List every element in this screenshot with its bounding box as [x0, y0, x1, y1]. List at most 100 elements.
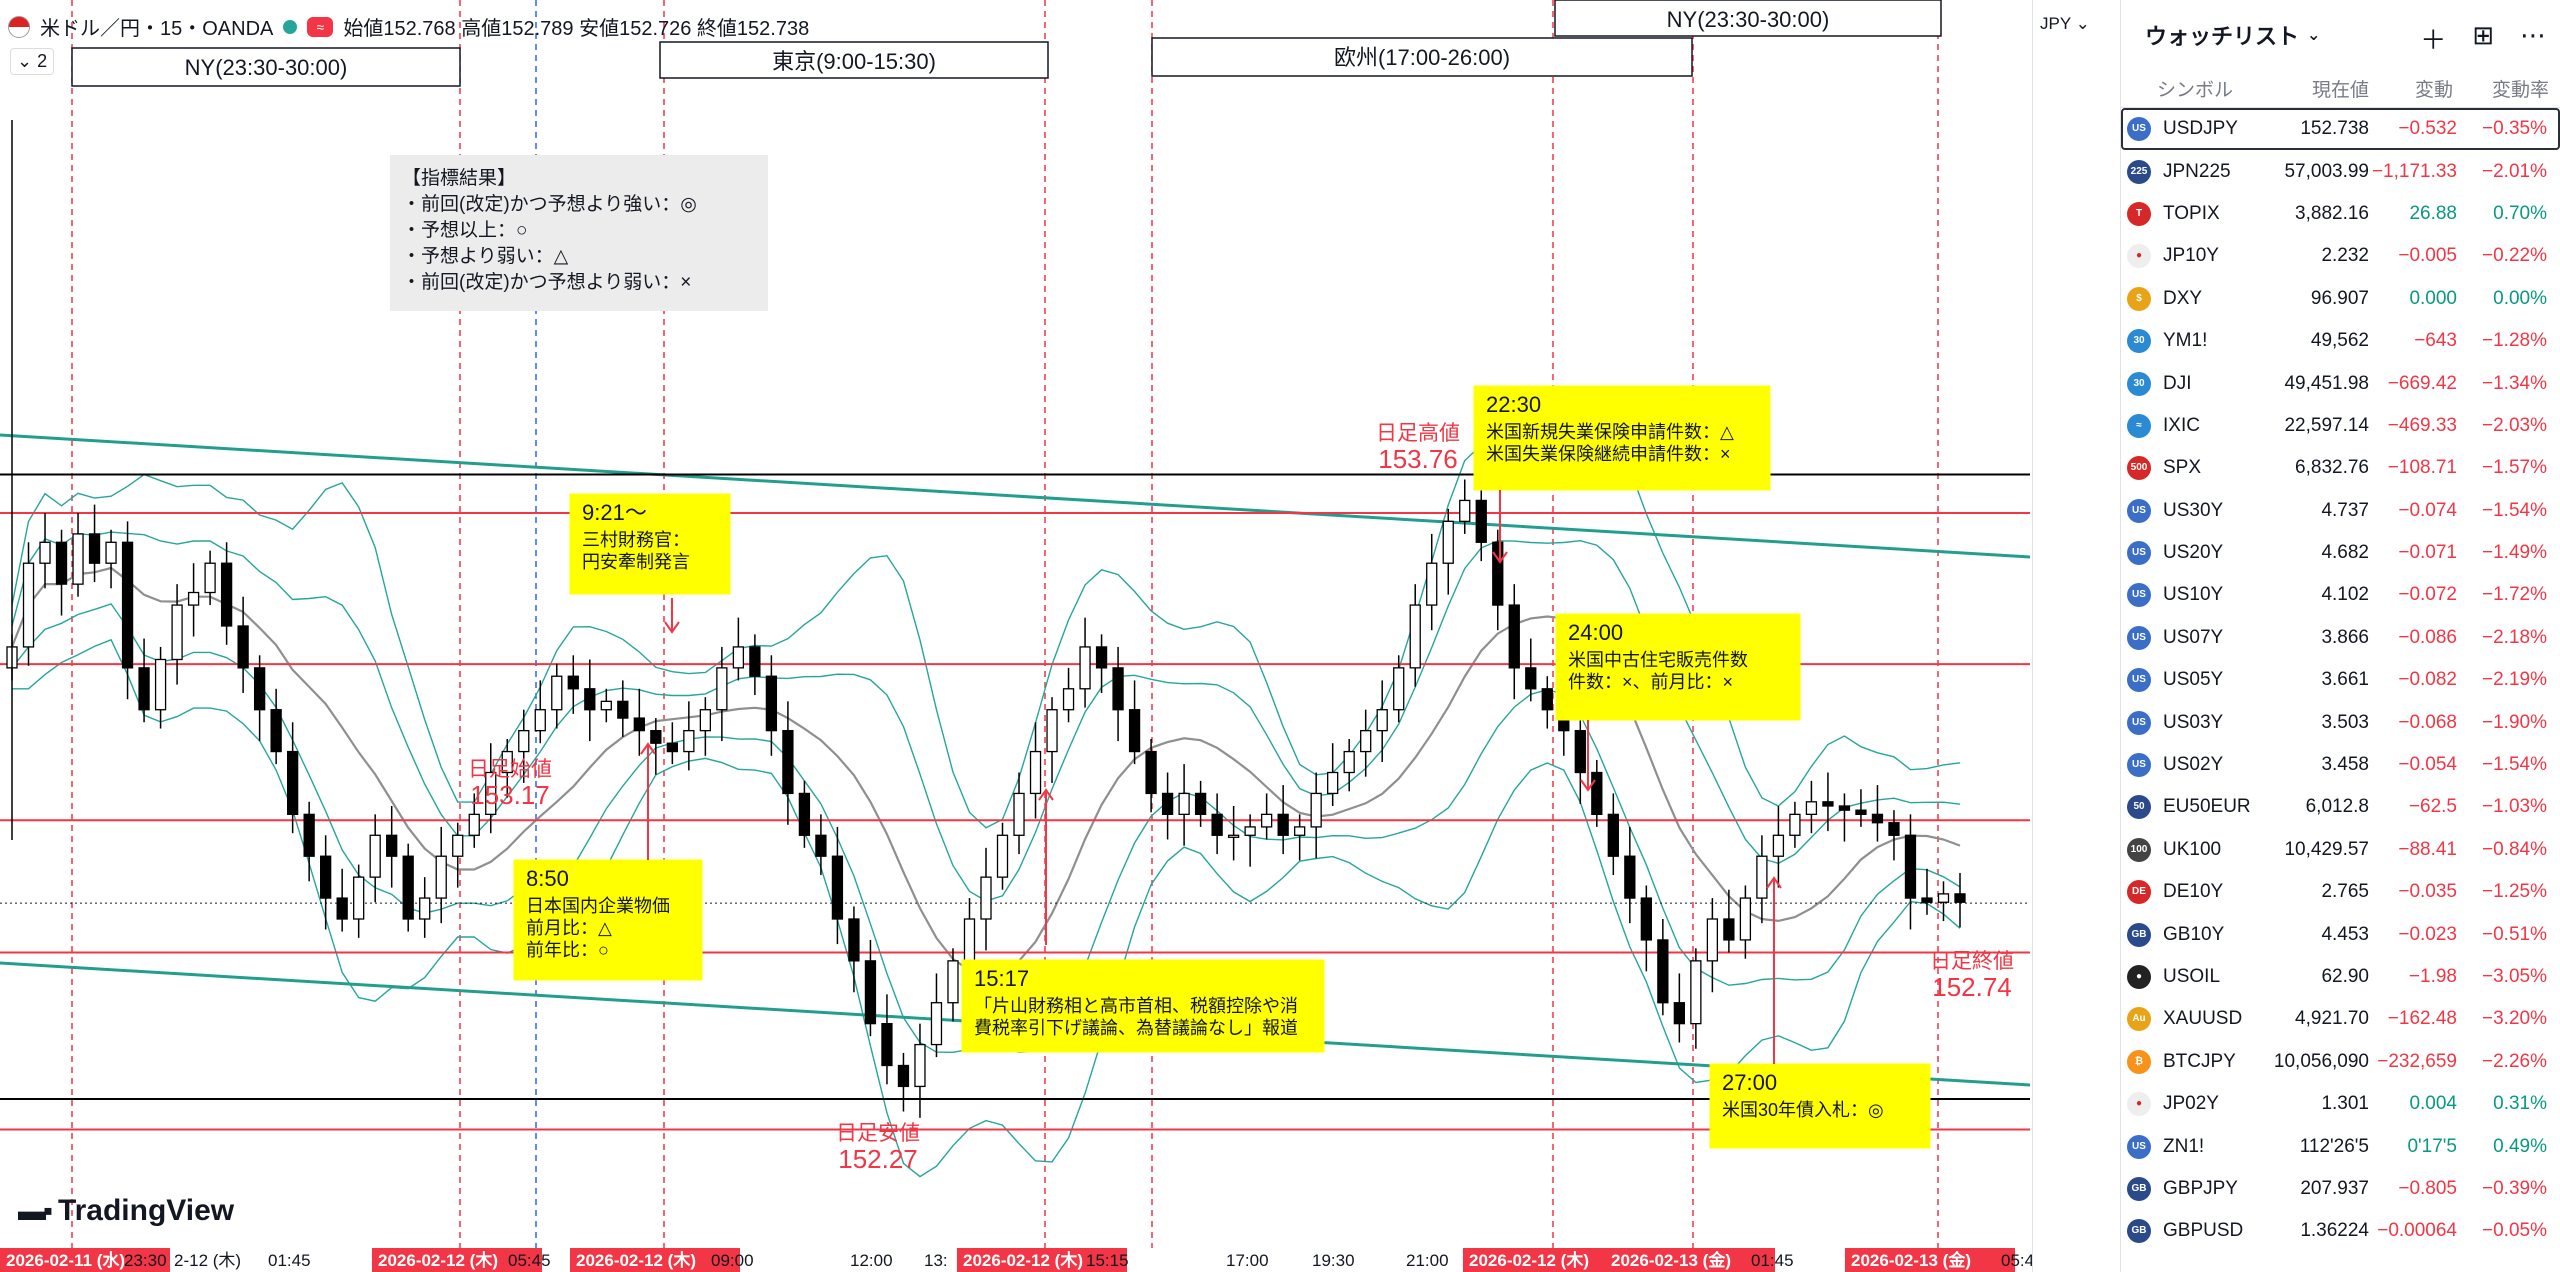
watchlist-row-ym1[interactable]: 30 YM1! 49,562 −643 −1.28%: [2121, 320, 2560, 362]
watchlist-row-us02y[interactable]: US US02Y 3.458 −0.054 −1.54%: [2121, 744, 2560, 786]
candle-body: [353, 876, 365, 920]
row-change: −0.005: [2398, 245, 2457, 267]
candlestick-chart[interactable]: 153.762153.670153.309152.936152.738152.6…: [0, 0, 2032, 1272]
candle-body: [699, 709, 712, 732]
watchlist-panel: ウォッチリスト ⌄ ＋ ⊞ ⋯ シンボル 現在値 変動 変動率 US USDJPY…: [2120, 0, 2560, 1272]
candle-body: [567, 675, 579, 690]
event-annotation-line: 円安牽制発言: [582, 552, 690, 572]
indicator-collapse-button[interactable]: ⌄ 2: [10, 48, 55, 75]
watchlist-header: ウォッチリスト ⌄ ＋ ⊞ ⋯: [2121, 0, 2560, 70]
add-symbol-icon[interactable]: ＋: [2420, 25, 2447, 55]
row-change: −0.072: [2398, 584, 2457, 606]
chart-area[interactable]: 153.762153.670153.309152.936152.738152.6…: [0, 0, 2032, 1272]
time-axis-label: 2026-02-11 (水): [6, 1250, 125, 1270]
row-change-pct: −0.51%: [2482, 923, 2547, 945]
candle-body: [1426, 562, 1438, 606]
row-last-price: 49,562: [2310, 330, 2369, 352]
watchlist-row-dxy[interactable]: $ DXY 96.907 0.000 0.00%: [2121, 278, 2560, 320]
candle-body: [617, 700, 629, 719]
watchlist-row-de10y[interactable]: DE DE10Y 2.765 −0.035 −1.25%: [2121, 871, 2560, 913]
row-change: −0.086: [2398, 626, 2457, 648]
row-change: −669.42: [2387, 372, 2457, 394]
col-symbol[interactable]: シンボル: [2157, 80, 2234, 101]
compare-pill-icon[interactable]: ≈: [307, 16, 334, 37]
symbol-logo-icon: US: [2127, 668, 2151, 693]
symbol-logo-icon: ●: [2127, 244, 2151, 269]
layout-icon[interactable]: ⊞: [2472, 20, 2494, 50]
event-arrow-head: [1492, 551, 1508, 564]
watchlist-row-jp10y[interactable]: ● JP10Y 2.232 −0.005 −0.22%: [2121, 235, 2560, 277]
watchlist-row-spx[interactable]: 500 SPX 6,832.76 −108.71 −1.57%: [2121, 447, 2560, 489]
event-annotation-line: 9:21～: [582, 500, 647, 525]
col-last[interactable]: 現在値: [2311, 80, 2369, 101]
watchlist-row-uk100[interactable]: 100 UK100 10,429.57 −88.41 −0.84%: [2121, 829, 2560, 871]
col-change-pct[interactable]: 変動率: [2491, 80, 2549, 101]
row-last-price: 3.503: [2321, 711, 2369, 733]
daily-mark-value: 152.74: [1932, 972, 2012, 1002]
row-change: −0.805: [2398, 1177, 2457, 1199]
candle-body: [831, 855, 844, 920]
watchlist-rows: US USDJPY 152.738 −0.532 −0.35% 225 JPN225 57,0…: [2121, 108, 2560, 1253]
candle-body: [204, 562, 216, 594]
watchlist-title[interactable]: ウォッチリスト: [2145, 24, 2300, 49]
col-change[interactable]: 変動: [2414, 80, 2453, 101]
currency-select[interactable]: JPY: [2040, 14, 2090, 34]
candle-body: [1211, 813, 1223, 836]
watchlist-row-gbpusd[interactable]: GB GBPUSD 1.36224 −0.00064 −0.05%: [2121, 1210, 2560, 1252]
watchlist-row-topix[interactable]: T TOPIX 3,882.16 26.88 0.70%: [2121, 193, 2560, 235]
row-change-pct: −1.72%: [2482, 584, 2547, 606]
watchlist-row-zn1[interactable]: US ZN1! 112'26'5 0'17'5 0.49%: [2121, 1125, 2560, 1167]
watchlist-row-usdjpy[interactable]: US USDJPY 152.738 −0.532 −0.35%: [2121, 108, 2560, 151]
time-axis-label: 23:30: [124, 1251, 167, 1270]
watchlist-row-jp02y[interactable]: ● JP02Y 1.301 0.004 0.31%: [2121, 1083, 2560, 1125]
watchlist-row-jpn225[interactable]: 225 JPN225 57,003.99 −1,171.33 −2.01%: [2121, 150, 2560, 192]
row-change: −88.41: [2398, 838, 2457, 860]
row-symbol: GBPUSD: [2163, 1220, 2244, 1242]
watchlist-row-gb10y[interactable]: GB GB10Y 4.453 −0.023 −0.51%: [2121, 913, 2560, 955]
event-annotation-box: [1709, 1063, 1931, 1149]
row-last-price: 22,597.14: [2284, 414, 2369, 436]
watchlist-row-us10y[interactable]: US US10Y 4.102 −0.072 −1.72%: [2121, 574, 2560, 616]
chevron-down-icon[interactable]: ⌄: [2307, 27, 2321, 44]
watchlist-row-gbpjpy[interactable]: GB GBPJPY 207.937 −0.805 −0.39%: [2121, 1168, 2560, 1210]
row-last-price: 6,012.8: [2305, 796, 2369, 818]
candle-body: [518, 729, 530, 753]
symbol-logo-icon: US: [2127, 583, 2151, 608]
watchlist-row-dji[interactable]: 30 DJI 49,451.98 −669.42 −1.34%: [2121, 362, 2560, 404]
row-change-pct: −1.34%: [2482, 372, 2547, 394]
candle-body: [1607, 813, 1619, 857]
symbol-logo-icon: ₿: [2127, 1049, 2151, 1074]
row-change-pct: −2.03%: [2482, 414, 2547, 436]
row-change: −0.023: [2398, 923, 2457, 945]
watchlist-row-us30y[interactable]: US US30Y 4.737 −0.074 −1.54%: [2121, 490, 2560, 532]
symbol-logo-icon: US: [2127, 117, 2151, 142]
more-icon[interactable]: ⋯: [2520, 20, 2546, 50]
symbol-title[interactable]: 米ドル／円・15・OANDA: [40, 18, 274, 40]
symbol-logo-icon: US: [2127, 753, 2151, 778]
watchlist-row-us20y[interactable]: US US20Y 4.682 −0.071 −1.49%: [2121, 532, 2560, 574]
candle-body: [584, 688, 596, 711]
watchlist-row-xauusd[interactable]: Au XAUUSD 4,921.70 −162.48 −3.20%: [2121, 998, 2560, 1040]
session-label: 欧州(17:00-26:00): [1334, 45, 1510, 70]
tradingview-logo[interactable]: ▬▪ TradingView: [18, 1194, 234, 1228]
indicator-legend-line: ・前回(改定)かつ予想より強い：◎: [402, 193, 697, 215]
watchlist-row-us03y[interactable]: US US03Y 3.503 −0.068 −1.90%: [2121, 701, 2560, 743]
watchlist-row-usoil[interactable]: ● USOIL 62.90 −1.98 −3.05%: [2121, 956, 2560, 998]
time-axis-highlight: [570, 1248, 740, 1272]
watchlist-row-us07y[interactable]: US US07Y 3.866 −0.086 −2.18%: [2121, 617, 2560, 659]
watchlist-row-eu50eur[interactable]: 50 EU50EUR 6,012.8 −62.5 −1.03%: [2121, 786, 2560, 828]
candle-body: [286, 750, 299, 816]
watchlist-row-ixic[interactable]: ≈ IXIC 22,597.14 −469.33 −2.03%: [2121, 405, 2560, 447]
time-axis-label: 13:: [924, 1251, 948, 1270]
watchlist-row-us05y[interactable]: US US05Y 3.661 −0.082 −2.19%: [2121, 659, 2560, 701]
symbol-logo-icon: ≈: [2127, 413, 2151, 438]
candle-body: [864, 960, 877, 1025]
candle-body: [154, 658, 167, 711]
candle-body: [815, 834, 827, 857]
candle-body: [1277, 813, 1289, 836]
symbol-legend[interactable]: 米ドル／円・15・OANDA ≈ 始値152.768 高値152.789 安値1…: [8, 12, 809, 41]
price-axis-strip[interactable]: [2032, 0, 2120, 1272]
watchlist-row-btcjpy[interactable]: ₿ BTCJPY 10,056,090 −232,659 −2.26%: [2121, 1041, 2560, 1083]
candle-body: [1888, 822, 1900, 836]
